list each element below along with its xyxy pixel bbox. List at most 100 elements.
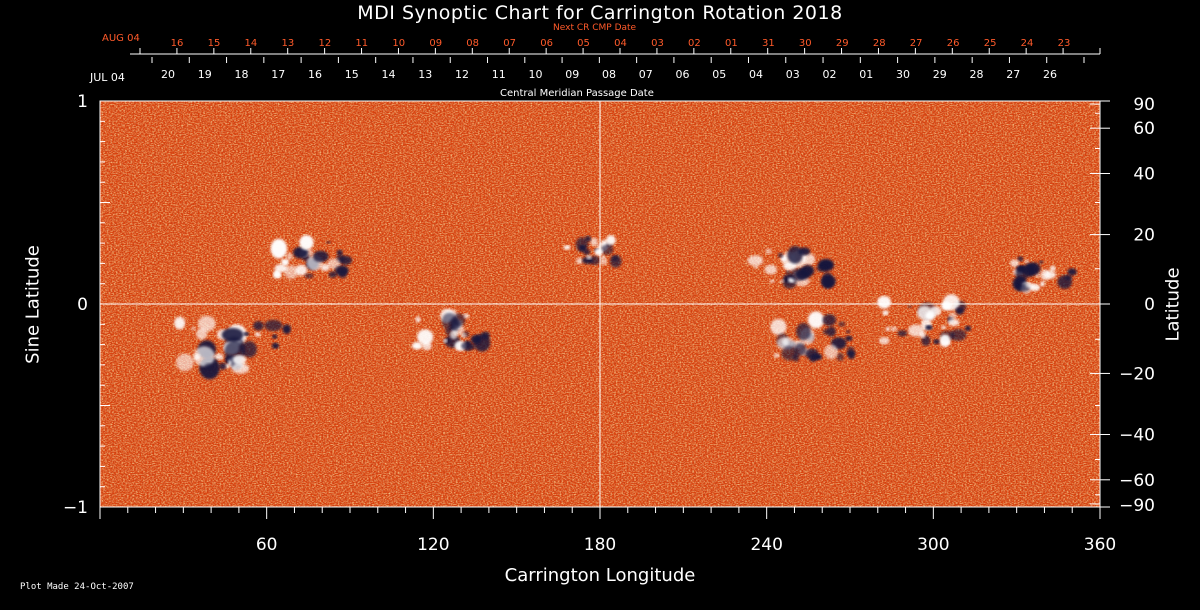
- next-cr-date-label: 07: [503, 38, 516, 49]
- active-region-5-negative-spot: [848, 354, 855, 360]
- active-region-4-positive-spot: [765, 248, 772, 255]
- next-cr-date-label: 03: [651, 38, 664, 49]
- active-region-5-negative-spot: [822, 314, 837, 326]
- next-cr-date-label: 13: [282, 38, 295, 49]
- active-region-1-negative-spot: [312, 250, 329, 263]
- next-cr-date-label: 25: [984, 38, 997, 49]
- active-region-1-negative-spot: [334, 265, 349, 276]
- cmp-date-label: 27: [1006, 68, 1020, 81]
- x-axis-label: Carrington Longitude: [504, 565, 696, 586]
- y-right-tick-label: 20: [1133, 226, 1155, 246]
- next-cr-date-label: 12: [318, 38, 331, 49]
- active-region-3-positive-spot: [590, 237, 598, 247]
- active-region-1-positive-spot: [280, 258, 290, 265]
- active-region-5-positive-spot: [782, 338, 789, 346]
- y-left-tick-label: −1: [63, 498, 88, 518]
- next-cr-date-label: 01: [725, 38, 738, 49]
- next-cr-date-label: 10: [392, 38, 405, 49]
- next-cr-date-label: 02: [688, 38, 701, 49]
- cmp-date-label: 20: [161, 68, 175, 81]
- cmp-date-label: 15: [345, 68, 359, 81]
- next-cr-date-label: 29: [836, 38, 849, 49]
- active-region-1-positive-spot: [320, 263, 330, 272]
- y-left-tick-label: 1: [77, 92, 88, 112]
- next-cr-date-label: 28: [873, 38, 886, 49]
- cmp-date-label: 02: [823, 68, 837, 81]
- active-region-0-negative-spot: [204, 363, 213, 370]
- active-region-6-positive-spot: [882, 310, 889, 316]
- next-cr-date-label: 04: [614, 38, 627, 49]
- active-region-6-positive-spot: [940, 325, 947, 330]
- next-cr-date-label: 15: [208, 38, 221, 49]
- cmp-date-label: 09: [565, 68, 579, 81]
- active-region-5-negative-spot: [781, 346, 798, 361]
- active-region-0-positive-spot: [191, 326, 196, 331]
- cmp-date-label: 10: [529, 68, 543, 81]
- next-cr-date-label: 11: [355, 38, 368, 49]
- active-region-0-negative-spot: [241, 341, 257, 358]
- active-region-0-positive-spot: [197, 315, 216, 332]
- active-region-7-positive-spot: [1040, 281, 1045, 287]
- x-tick-label: 180: [584, 535, 616, 555]
- y-right-tick-label: 0: [1144, 295, 1155, 315]
- active-region-6-positive-spot: [941, 301, 952, 311]
- cmp-date-label: 07: [639, 68, 653, 81]
- next-cr-date-label: 26: [947, 38, 960, 49]
- x-tick-label: 240: [750, 535, 782, 555]
- next-cr-start-label: AUG 04: [102, 33, 140, 44]
- active-region-6-positive-spot: [908, 324, 924, 337]
- active-region-4-positive-spot: [747, 255, 764, 266]
- active-region-7-negative-spot: [1057, 275, 1073, 289]
- cmp-date-label: 04: [749, 68, 763, 81]
- active-region-6-positive-spot: [939, 334, 951, 347]
- active-region-0-negative-spot: [272, 334, 278, 339]
- y-axis-right-label: Latitude: [1162, 267, 1184, 342]
- active-region-0-negative-spot: [271, 342, 280, 349]
- plot-made-note: Plot Made 24-Oct-2007: [20, 582, 134, 592]
- active-region-5-negative-spot: [813, 353, 822, 361]
- active-region-7-positive-spot: [1024, 259, 1030, 264]
- cmp-date-label: 29: [933, 68, 947, 81]
- active-region-1-negative-spot: [336, 249, 343, 256]
- next-cr-date-label: 05: [577, 38, 590, 49]
- active-region-1-negative-spot: [328, 271, 338, 278]
- active-region-6-positive-spot: [925, 311, 936, 321]
- active-region-5-negative-spot: [826, 326, 836, 337]
- active-region-3-negative-spot: [584, 235, 592, 242]
- active-region-6-negative-spot: [949, 329, 967, 341]
- active-region-6-negative-spot: [925, 324, 933, 330]
- active-region-6-negative-spot: [907, 305, 913, 309]
- x-tick-label: 60: [256, 535, 278, 555]
- cmp-date-label: 30: [896, 68, 910, 81]
- active-region-3-positive-spot: [606, 235, 616, 246]
- y-left-tick-label: 0: [77, 295, 88, 315]
- cmp-date-label: 16: [308, 68, 322, 81]
- active-region-3-positive-spot: [594, 248, 603, 256]
- active-region-1-positive-spot: [284, 265, 299, 279]
- active-region-3-negative-spot: [575, 237, 589, 252]
- active-region-4-negative-spot: [777, 252, 784, 258]
- next-cr-date-label: 27: [910, 38, 923, 49]
- cmp-date-label: 19: [198, 68, 212, 81]
- active-region-5-positive-spot: [824, 344, 838, 360]
- active-region-3-positive-spot: [586, 254, 592, 260]
- active-region-7-positive-spot: [1025, 282, 1035, 289]
- active-region-2-negative-spot: [481, 331, 490, 340]
- cmp-date-label: 05: [712, 68, 726, 81]
- next-cr-date-label: 31: [762, 38, 775, 49]
- active-region-2-positive-spot: [460, 333, 467, 338]
- active-region-2-positive-spot: [443, 338, 448, 343]
- active-region-1-positive-spot: [270, 238, 288, 259]
- active-region-4-negative-spot: [795, 268, 810, 280]
- active-region-1-positive-spot: [273, 272, 282, 279]
- active-region-6-negative-spot: [933, 339, 940, 345]
- active-region-1-positive-spot: [299, 234, 314, 250]
- next-cr-date-label: 24: [1021, 38, 1034, 49]
- x-tick-label: 300: [917, 535, 949, 555]
- cmp-date-label: 17: [271, 68, 285, 81]
- active-region-0-positive-spot: [214, 353, 224, 361]
- active-region-0-negative-spot: [221, 327, 244, 342]
- cmp-date-label: 26: [1043, 68, 1057, 81]
- next-cr-axis-label: Next CR CMP Date: [553, 23, 637, 33]
- active-region-4-negative-spot: [787, 246, 803, 264]
